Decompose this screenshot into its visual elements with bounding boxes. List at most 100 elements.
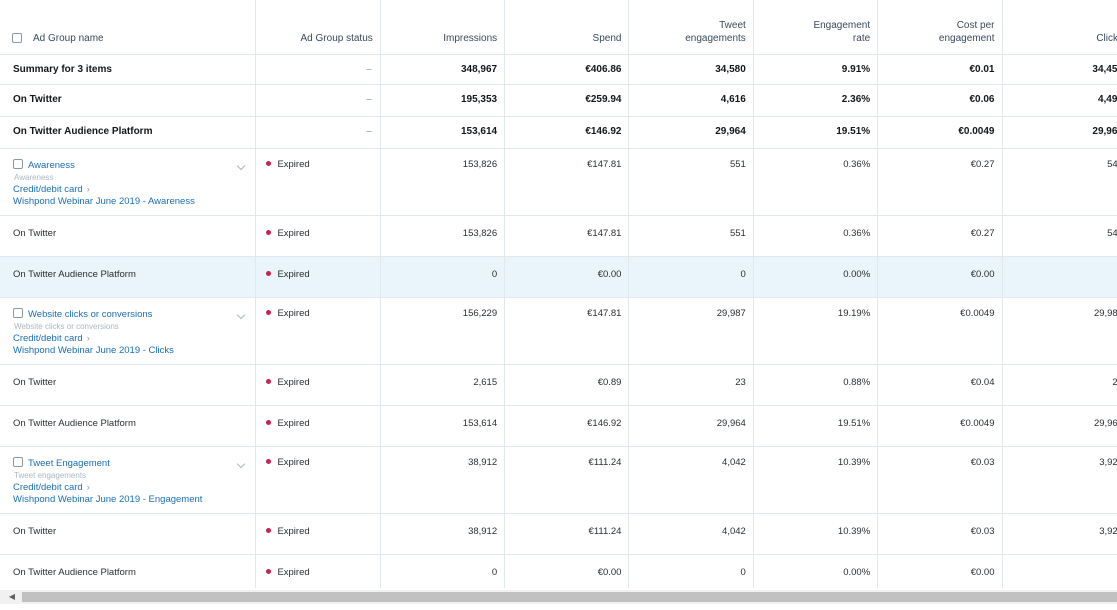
payment-method-link[interactable]: Credit/debit card › <box>13 481 243 494</box>
col-header-cost-per-engagement[interactable]: Cost per engagement <box>877 0 1003 55</box>
summary-row: On Twitter – 195,353 €259.94 4,616 2.36%… <box>0 84 1117 117</box>
payment-method-link[interactable]: Credit/debit card › <box>13 332 243 345</box>
clicks-cell: – <box>1002 554 1117 588</box>
ad-group-title-link[interactable]: Website clicks or conversions <box>28 308 153 320</box>
status-label: Expired <box>277 376 310 388</box>
col-header-spend[interactable]: Spend <box>504 0 630 55</box>
horizontal-scrollbar[interactable]: ◀ <box>0 590 1117 604</box>
summary-impressions: 153,614 <box>380 116 506 149</box>
status-dot-icon <box>266 309 272 315</box>
summary-row: Summary for 3 items – 348,967 €406.86 34… <box>0 54 1117 85</box>
cost-per-engagement-cell: €0.27 <box>877 148 1003 216</box>
row-checkbox[interactable] <box>13 158 23 169</box>
engagement-rate-cell: 19.51% <box>753 405 879 447</box>
summary-name: Summary for 3 items <box>0 54 257 85</box>
engagement-rate-cell: 0.36% <box>753 215 879 257</box>
chevron-down-icon[interactable] <box>237 161 246 170</box>
ad-group-objective: Awareness <box>14 172 54 182</box>
impressions-cell: 153,614 <box>380 405 506 447</box>
col-header-impressions-label: Impressions <box>443 32 498 44</box>
chevron-right-icon: › <box>86 183 90 194</box>
status-dot-icon <box>266 568 272 574</box>
row-checkbox[interactable] <box>13 456 23 467</box>
col-header-tweet-engagements[interactable]: Tweet engagements <box>628 0 754 55</box>
tweet-engagements-cell: 551 <box>628 148 754 216</box>
summary-clicks: 34,456 <box>1002 54 1117 85</box>
col-header-clicks-label: Clicks <box>1096 32 1117 44</box>
tweet-engagements-cell: 4,042 <box>628 446 754 514</box>
impressions-cell: 0 <box>380 554 506 588</box>
status-dot-icon <box>266 527 272 533</box>
engagement-rate-cell: 10.39% <box>753 446 879 514</box>
spend-cell: €0.00 <box>504 554 630 588</box>
status-label: Expired <box>277 566 310 578</box>
status-cell: Expired <box>255 405 381 447</box>
payment-method-link[interactable]: Credit/debit card › <box>13 183 243 196</box>
col-header-spend-label: Spend <box>592 32 622 44</box>
summary-engagement-rate: 19.51% <box>753 116 879 149</box>
summary-status: – <box>255 116 381 149</box>
impressions-cell: 38,912 <box>380 446 506 514</box>
placement-name: On Twitter Audience Platform <box>0 554 257 588</box>
summary-tweet-engagements: 34,580 <box>628 54 754 85</box>
tweet-engagements-cell: 0 <box>628 554 754 588</box>
tweet-engagements-cell: 0 <box>628 256 754 298</box>
status-dot-icon <box>266 419 272 425</box>
chevron-down-icon[interactable] <box>237 459 246 468</box>
summary-clicks: 4,492 <box>1002 84 1117 117</box>
impressions-cell: 153,826 <box>380 148 506 216</box>
summary-tweet-engagements: 4,616 <box>628 84 754 117</box>
col-header-clicks[interactable]: Clicks <box>1002 0 1117 55</box>
engagement-rate-cell: 0.88% <box>753 364 879 406</box>
chevron-down-icon[interactable] <box>237 310 246 319</box>
summary-name: On Twitter Audience Platform <box>0 116 257 149</box>
campaign-link[interactable]: Wishpond Webinar June 2019 - Awareness <box>13 195 195 207</box>
ad-group-name-cell: Awareness Awareness Credit/debit card › W… <box>0 148 257 216</box>
engagement-rate-cell: 0.00% <box>753 256 879 298</box>
ad-group-title-link[interactable]: Awareness <box>28 159 75 171</box>
campaign-link[interactable]: Wishpond Webinar June 2019 - Engagement <box>13 493 203 505</box>
status-dot-icon <box>266 378 272 384</box>
payment-method-label: Credit/debit card <box>13 183 83 195</box>
status-label: Expired <box>277 268 310 280</box>
col-header-impressions[interactable]: Impressions <box>380 0 506 55</box>
ad-group-name-cell: Website clicks or conversions Website cl… <box>0 297 257 365</box>
status-cell: Expired <box>255 297 381 365</box>
cost-per-engagement-cell: €0.0049 <box>877 405 1003 447</box>
placement-row: On Twitter Audience Platform Expired 0 €… <box>0 554 1117 588</box>
scrollbar-thumb[interactable] <box>22 592 1117 602</box>
cost-per-engagement-cell: €0.00 <box>877 256 1003 298</box>
engagement-rate-cell: 0.00% <box>753 554 879 588</box>
placement-row: On Twitter Expired 2,615 €0.89 23 0.88% … <box>0 364 1117 406</box>
col-header-engagement-rate[interactable]: Engagement rate <box>753 0 879 55</box>
summary-cost-per-engagement: €0.0049 <box>877 116 1003 149</box>
chevron-left-icon[interactable]: ◀ <box>8 592 16 601</box>
status-cell: Expired <box>255 215 381 257</box>
spend-cell: €146.92 <box>504 405 630 447</box>
clicks-cell: – <box>1002 256 1117 298</box>
ad-group-row[interactable]: Website clicks or conversions Website cl… <box>0 297 1117 365</box>
placement-row: On Twitter Expired 38,912 €111.24 4,042 … <box>0 513 1117 555</box>
campaign-link[interactable]: Wishpond Webinar June 2019 - Clicks <box>13 344 174 356</box>
summary-cost-per-engagement: €0.01 <box>877 54 1003 85</box>
summary-impressions: 195,353 <box>380 84 506 117</box>
col-header-status[interactable]: Ad Group status <box>255 0 381 55</box>
col-header-engagement-rate-label: Engagement rate <box>813 19 871 44</box>
ad-group-row[interactable]: Tweet Engagement Tweet engagements Credi… <box>0 446 1117 514</box>
ad-group-title-link[interactable]: Tweet Engagement <box>28 457 110 469</box>
status-cell: Expired <box>255 364 381 406</box>
clicks-cell: 3,922 <box>1002 446 1117 514</box>
cost-per-engagement-cell: €0.00 <box>877 554 1003 588</box>
select-all-checkbox[interactable] <box>12 33 22 43</box>
col-header-name[interactable]: Ad Group name <box>0 0 257 55</box>
ad-group-row[interactable]: Awareness Awareness Credit/debit card › W… <box>0 148 1117 216</box>
status-dot-icon <box>266 160 272 166</box>
status-label: Expired <box>277 227 310 239</box>
summary-row: On Twitter Audience Platform – 153,614 €… <box>0 116 1117 149</box>
row-checkbox[interactable] <box>13 307 23 318</box>
cost-per-engagement-cell: €0.27 <box>877 215 1003 257</box>
summary-impressions: 348,967 <box>380 54 506 85</box>
summary-engagement-rate: 9.91% <box>753 54 879 85</box>
placement-name: On Twitter Audience Platform <box>0 405 257 447</box>
cost-per-engagement-cell: €0.04 <box>877 364 1003 406</box>
